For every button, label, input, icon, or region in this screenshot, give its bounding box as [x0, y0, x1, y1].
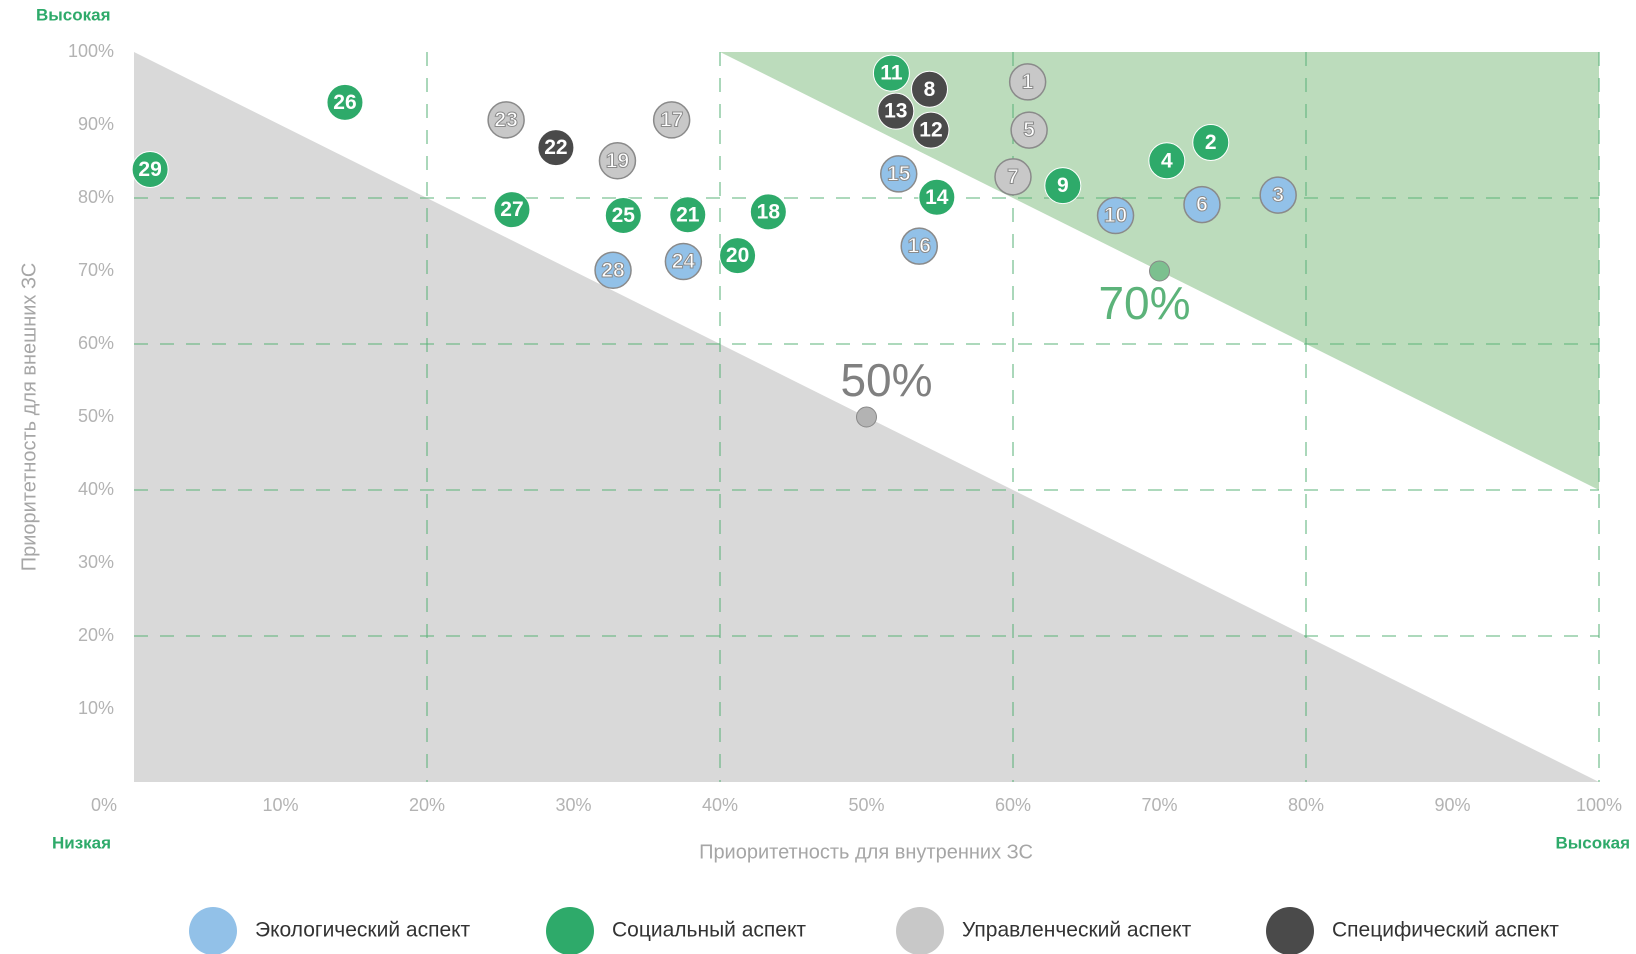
x-tick-label: 40% [702, 795, 738, 815]
x-tick-label: 80% [1288, 795, 1324, 815]
point-label: 2 [1205, 131, 1217, 154]
point-label: 16 [908, 235, 931, 258]
point-label: 9 [1057, 174, 1069, 197]
point [1010, 111, 1048, 149]
point [1008, 63, 1047, 101]
point [879, 155, 918, 193]
x-tick-label: 60% [995, 795, 1031, 815]
legend-swatch [1266, 907, 1314, 954]
point [719, 237, 757, 275]
point [487, 101, 525, 139]
legend-swatch [189, 907, 237, 954]
point [598, 142, 637, 180]
point [912, 111, 950, 149]
y-high-label: Высокая [36, 5, 111, 24]
point [1183, 185, 1221, 224]
y-tick-label: 70% [78, 260, 114, 280]
point-label: 26 [333, 91, 356, 114]
y-tick-label: 90% [78, 114, 114, 134]
threshold-dot [1149, 260, 1170, 282]
threshold-label: 70% [1098, 277, 1190, 329]
y-tick-label: 60% [78, 333, 114, 353]
point-label: 28 [601, 259, 625, 282]
legend-swatch [896, 907, 944, 954]
point [994, 158, 1032, 196]
point [537, 129, 575, 167]
point [652, 101, 691, 139]
threshold-dot [856, 406, 877, 428]
legend-label: Экологический аспект [255, 919, 471, 942]
x-axis-label: Приоритетность для внутренних ЗС [699, 841, 1033, 863]
legend-label: Социальный аспект [612, 919, 806, 942]
y-tick-label: 40% [78, 479, 114, 499]
point-label: 22 [544, 136, 567, 159]
point-label: 5 [1023, 119, 1035, 142]
point [664, 242, 703, 281]
point [749, 193, 787, 231]
point-label: 29 [138, 158, 161, 181]
point-label: 24 [672, 250, 696, 273]
point-label: 4 [1161, 149, 1173, 172]
x-tick-label: 50% [848, 795, 884, 815]
point-label: 14 [925, 186, 949, 209]
y-tick-label: 100% [68, 41, 114, 61]
point-label: 27 [500, 198, 523, 221]
point-label: 8 [924, 78, 936, 101]
point [669, 196, 707, 234]
point-label: 6 [1196, 193, 1208, 216]
point-label: 17 [660, 108, 683, 131]
x-tick-label: 20% [409, 795, 445, 815]
point-label: 21 [676, 203, 700, 226]
point-label: 3 [1272, 184, 1284, 207]
y-tick-label: 50% [78, 406, 114, 426]
y-tick-label: 30% [78, 552, 114, 572]
y-axis-label: Приоритетность для внешних ЗС [18, 263, 40, 572]
x-tick-label: 90% [1434, 795, 1470, 815]
point-label: 25 [612, 204, 636, 227]
point-label: 18 [757, 200, 781, 223]
legend-label: Управленческий аспект [962, 919, 1192, 942]
point-label: 19 [606, 149, 629, 172]
point [910, 70, 948, 108]
point [594, 251, 632, 290]
point [1044, 167, 1082, 205]
point [900, 227, 938, 265]
point-label: 23 [494, 108, 517, 131]
point-label: 13 [884, 100, 907, 123]
point [1148, 142, 1186, 180]
point [1192, 124, 1230, 162]
x-tick-label: 30% [555, 795, 591, 815]
x-tick-label: 100% [1576, 795, 1622, 815]
x-high-label: Высокая [1555, 833, 1630, 852]
x-tick-label: 70% [1141, 795, 1177, 815]
legend-label: Специфический аспект [1332, 919, 1559, 942]
x-tick-label: 0% [91, 795, 117, 815]
y-tick-label: 20% [78, 625, 114, 645]
point [1096, 196, 1135, 235]
point [877, 92, 915, 130]
point-label: 20 [726, 244, 749, 267]
x-tick-label: 10% [262, 795, 298, 815]
point-label: 15 [887, 162, 911, 185]
point [493, 191, 531, 229]
point [1259, 176, 1297, 214]
y-tick-label: 10% [78, 698, 114, 718]
point-label: 11 [880, 62, 903, 85]
legend-swatch [546, 907, 594, 954]
point-label: 10 [1104, 204, 1127, 227]
point-label: 1 [1022, 70, 1034, 93]
point [604, 197, 642, 235]
point-label: 12 [919, 119, 942, 142]
point [872, 54, 910, 92]
threshold-label: 50% [840, 354, 932, 406]
point [131, 151, 169, 189]
point [918, 178, 956, 216]
y-tick-label: 80% [78, 187, 114, 207]
x-low-label: Низкая [52, 833, 111, 852]
point [326, 83, 364, 121]
point-label: 7 [1007, 165, 1019, 188]
